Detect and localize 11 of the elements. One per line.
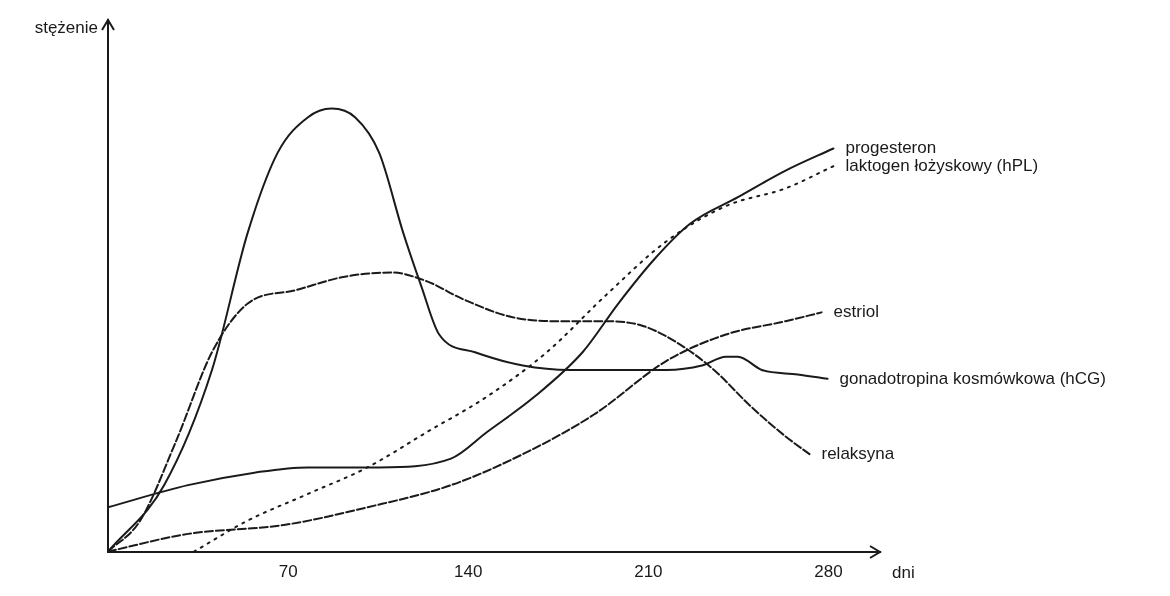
series-label: laktogen łożyskowy (hPL) (845, 155, 1039, 175)
y-axis-title: stężenie (34, 17, 98, 37)
series-label: estriol (833, 302, 879, 322)
x-tick-label: 280 (814, 562, 843, 582)
series-label: progesteron (845, 138, 937, 158)
series-label: gonadotropina kosmówkowa (hCG) (839, 368, 1106, 388)
x-tick-label: 70 (278, 562, 298, 582)
series-label: relaksyna (821, 443, 895, 463)
x-tick-label: 140 (454, 562, 483, 582)
x-axis-title: dni (892, 563, 915, 583)
x-tick-label: 210 (634, 562, 663, 582)
